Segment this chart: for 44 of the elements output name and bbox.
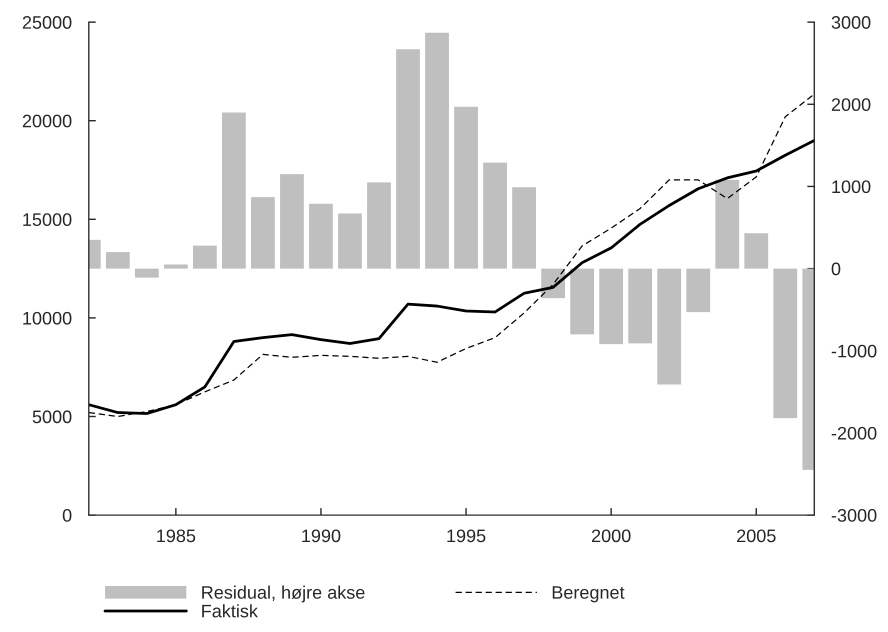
legend-label: Beregnet	[552, 586, 624, 602]
bar	[367, 182, 391, 269]
y2-tick-label: 2000	[832, 98, 870, 111]
y2-tick-label: 0	[832, 262, 840, 276]
bar	[106, 252, 130, 269]
y-tick-label: 20000	[22, 114, 72, 128]
y2-tick-label: 3000	[832, 16, 870, 29]
bar	[686, 268, 710, 312]
y-tick-label: 10000	[23, 312, 72, 325]
bar	[309, 204, 333, 269]
y-tick-label: 25000	[22, 16, 72, 29]
bar	[396, 49, 420, 269]
y2-tick-label: -1000	[832, 344, 876, 358]
bar	[192, 246, 217, 269]
bar	[512, 187, 536, 269]
x-tick-label: 1995	[447, 529, 486, 542]
bar	[599, 268, 624, 344]
bar	[338, 214, 362, 269]
bar	[164, 264, 188, 269]
y2-tick-label: -2000	[832, 426, 876, 440]
x-tick-label: 1985	[157, 529, 196, 542]
bar	[251, 197, 275, 269]
bar	[628, 268, 652, 344]
bar	[657, 268, 682, 384]
bar	[744, 233, 768, 269]
bar	[483, 162, 507, 269]
bar	[134, 268, 159, 278]
bar	[570, 268, 594, 334]
bar	[280, 174, 304, 269]
bar	[715, 180, 740, 269]
bar	[773, 268, 798, 418]
y-tick-label: 15000	[23, 213, 72, 226]
bar	[222, 112, 246, 269]
y-tick-label: 0	[62, 509, 72, 522]
x-tick-label: 1990	[302, 529, 340, 542]
bar	[425, 32, 449, 269]
y2-tick-label: -3000	[832, 509, 876, 522]
bar	[454, 106, 478, 269]
y2-tick-label: 1000	[832, 180, 870, 194]
y-tick-label: 5000	[32, 410, 72, 424]
x-tick-label: 2000	[592, 529, 631, 542]
legend-label: Residual, højre akse	[202, 586, 365, 602]
x-tick-label: 2005	[737, 529, 776, 542]
legend-label: Faktisk	[202, 604, 258, 618]
